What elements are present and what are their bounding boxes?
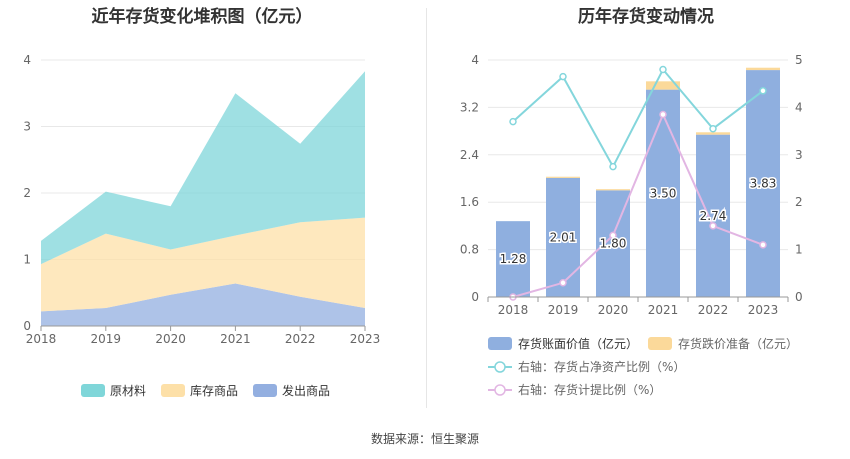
left-x-tick-label: 2022 xyxy=(285,332,316,346)
left-chart-title: 近年存货变化堆积图（亿元） xyxy=(92,6,313,27)
line-provision-ratio-point xyxy=(709,222,717,230)
line-provision-ratio-point xyxy=(759,241,767,249)
legend-swatch-book xyxy=(488,337,512,350)
line-provision-ratio xyxy=(512,111,764,298)
bar-value-label: 2.01 xyxy=(550,230,577,244)
line-inventory-to-net-assets-point xyxy=(659,65,667,74)
right-x-tick-label: 2018 xyxy=(498,303,529,317)
line-provision-ratio-point xyxy=(659,110,667,119)
left-x-tick-label: 2018 xyxy=(26,332,57,346)
right-bars xyxy=(496,67,780,297)
bar-value-label: 1.80 xyxy=(600,237,627,251)
right-y2-tick-label: 2 xyxy=(795,195,803,209)
line-inventory-to-net-assets-point xyxy=(759,87,767,95)
legend-label-库存商品: 库存商品 xyxy=(190,383,238,398)
bar-book-value xyxy=(496,221,530,297)
bar-value-label: 1.28 xyxy=(500,252,527,266)
left-y-tick-label: 1 xyxy=(23,253,31,267)
left-x-tick-label: 2021 xyxy=(220,332,251,346)
bar-book-value xyxy=(546,177,580,297)
stacked-area-chart: 近年存货变化堆积图（亿元） 0 1 2 3 4 2018 2019 2020 2021 2022… xyxy=(23,6,381,398)
right-y-tick-label: 0.8 xyxy=(460,243,479,257)
right-x-tick-label: 2019 xyxy=(548,303,579,317)
left-y-tick-label: 4 xyxy=(23,53,31,67)
left-y-tick-label: 2 xyxy=(23,186,31,200)
right-y2-tick-label: 3 xyxy=(795,148,803,162)
bar-impairment xyxy=(546,176,580,178)
bar-value-label: 3.83 xyxy=(750,177,777,191)
bar-book-value xyxy=(696,134,730,297)
bar-impairment xyxy=(746,67,780,71)
legend-swatch-库存商品 xyxy=(161,384,185,397)
legend-label-发出商品: 发出商品 xyxy=(282,383,330,398)
right-y2-tick-label: 0 xyxy=(795,290,803,304)
left-x-tick-label: 2023 xyxy=(350,332,381,346)
right-x-tick-label: 2020 xyxy=(598,303,629,317)
line-inventory-to-net-assets-point xyxy=(559,72,567,81)
legend-swatch-原材料 xyxy=(81,384,105,397)
right-y-ticks: 0 0.8 1.6 2.4 3.2 4 0 1 2 3 4 5 xyxy=(460,53,803,304)
right-y-tick-label: 3.2 xyxy=(460,100,479,114)
line-inventory-to-net-assets-point xyxy=(609,162,617,171)
legend-label-impairment: 存货跌价准备（亿元） xyxy=(678,336,798,351)
right-y2-tick-label: 4 xyxy=(795,100,803,114)
area-原材料 xyxy=(41,71,365,265)
left-y-tick-label: 3 xyxy=(23,120,31,134)
right-y-tick-label: 1.6 xyxy=(460,195,479,209)
right-grid xyxy=(488,59,788,298)
area-库存商品 xyxy=(41,217,365,312)
right-y-tick-label: 4 xyxy=(471,53,479,67)
right-x-tick-label: 2022 xyxy=(698,303,729,317)
left-y-ticks: 0 1 2 3 4 xyxy=(23,53,31,333)
line-inventory-to-net-assets-point xyxy=(509,117,517,126)
right-lines xyxy=(509,65,767,301)
right-x-tick-label: 2023 xyxy=(748,303,779,317)
right-x-tick-label: 2021 xyxy=(648,303,679,317)
left-x-tick-label: 2020 xyxy=(155,332,186,346)
legend-line-provision-marker xyxy=(494,384,506,396)
left-x-tick-label: 2019 xyxy=(91,332,122,346)
line-provision-ratio-point xyxy=(559,279,567,287)
right-legend: 存货账面价值（亿元） 存货跌价准备（亿元） 右轴：存货占净资产比例（%） 右轴：存货计… xyxy=(488,336,798,397)
legend-line-net-assets-marker xyxy=(494,361,506,373)
right-y-tick-label: 2.4 xyxy=(460,148,479,162)
line-inventory-to-net-assets xyxy=(512,67,764,169)
bar-book-value xyxy=(646,89,680,297)
bar-impairment xyxy=(596,189,630,191)
right-y2-tick-label: 5 xyxy=(795,53,803,67)
right-y-tick-label: 0 xyxy=(471,290,479,304)
bar-value-label: 2.74 xyxy=(700,209,727,223)
right-bar-labels: 1.28 2.01 1.80 3.50 2.74 3.83 xyxy=(498,175,778,268)
line-provision-ratio-point xyxy=(609,231,617,240)
left-legend: 原材料 库存商品 发出商品 xyxy=(81,383,330,398)
line-inventory-to-net-assets-point xyxy=(709,124,717,133)
panel-divider xyxy=(426,8,427,408)
bar-book-value xyxy=(746,70,780,297)
legend-label-book: 存货账面价值（亿元） xyxy=(518,336,638,351)
legend-line-provision-label: 右轴：存货计提比例（%） xyxy=(518,382,661,397)
data-source-footer: 数据来源：恒生聚源 xyxy=(370,432,479,446)
legend-line-net-assets-label: 右轴：存货占净资产比例（%） xyxy=(518,359,685,374)
left-areas xyxy=(41,71,365,326)
left-y-tick-label: 0 xyxy=(23,319,31,333)
bar-impairment xyxy=(646,81,680,90)
inventory-change-chart: 历年存货变动情况 1.28 2.01 1.80 3.50 2.74 3.83 0 0.8 1.… xyxy=(460,6,803,397)
area-发出商品 xyxy=(41,283,365,326)
bar-value-label: 3.50 xyxy=(650,186,677,200)
right-chart-title: 历年存货变动情况 xyxy=(578,6,714,27)
right-x-ticks: 2018 2019 2020 2021 2022 2023 xyxy=(487,296,789,317)
legend-swatch-impairment xyxy=(648,337,672,350)
bar-impairment xyxy=(696,132,730,135)
legend-swatch-发出商品 xyxy=(253,384,277,397)
left-x-ticks: 2018 2019 2020 2021 2022 2023 xyxy=(26,325,381,346)
right-y2-tick-label: 1 xyxy=(795,243,803,257)
legend-label-原材料: 原材料 xyxy=(110,384,146,398)
